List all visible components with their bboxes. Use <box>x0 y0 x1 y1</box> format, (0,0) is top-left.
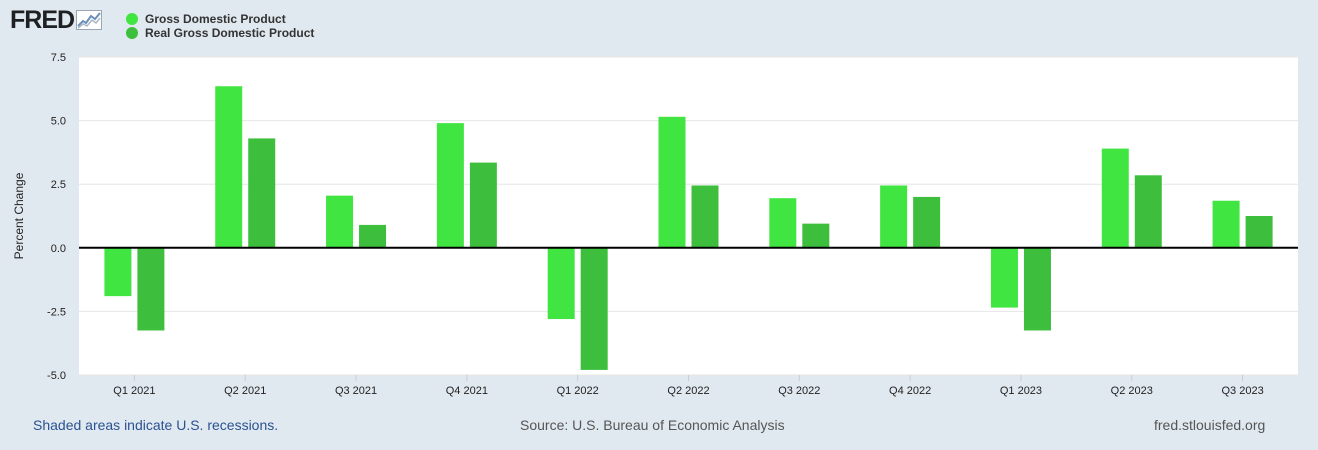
fred-logo-text: FRED <box>10 6 75 34</box>
gdp-bar[interactable] <box>1101 148 1129 248</box>
x-tick-label: Q3 2022 <box>778 385 820 397</box>
x-tick-label: Q1 2021 <box>113 385 155 397</box>
legend-item-real-gdp[interactable]: Real Gross Domestic Product <box>126 26 314 40</box>
x-tick-label: Q2 2021 <box>224 385 266 397</box>
real-gdp-bar[interactable] <box>1134 175 1162 248</box>
real-gdp-bar[interactable] <box>1023 247 1051 331</box>
real-gdp-bar[interactable] <box>580 247 608 370</box>
real-gdp-bar[interactable] <box>691 185 719 248</box>
legend-marker-gdp <box>126 13 138 25</box>
y-axis-ticks: -5.0 -2.5 0.0 2.5 5.0 7.5 <box>47 52 66 382</box>
x-tick-label: Q3 2021 <box>335 385 377 397</box>
real-gdp-bar[interactable] <box>248 138 276 248</box>
real-gdp-bar[interactable] <box>359 224 387 248</box>
y-tick-label: 2.5 <box>51 179 66 191</box>
x-axis-ticks: Q1 2021 Q2 2021 Q3 2021 Q4 2021 Q1 2022 Q2 20… <box>113 375 1264 397</box>
bar-chart: -5.0 -2.5 0.0 2.5 5.0 7.5 Q1 2021 Q2 2021 Q3 20… <box>12 52 1298 397</box>
gdp-bar[interactable] <box>990 247 1018 308</box>
gdp-bar[interactable] <box>880 185 908 248</box>
gdp-bar[interactable] <box>104 247 132 297</box>
x-tick-label: Q2 2022 <box>667 385 709 397</box>
gdp-bar[interactable] <box>215 86 243 248</box>
y-tick-label: 5.0 <box>51 116 66 128</box>
y-axis-title: Percent Change <box>12 172 26 259</box>
bars <box>104 86 1273 370</box>
real-gdp-bar[interactable] <box>802 223 830 248</box>
fred-logo[interactable]: FRED <box>10 6 103 34</box>
y-tick-label: -2.5 <box>47 306 66 318</box>
real-gdp-bar[interactable] <box>469 162 497 248</box>
x-tick-label: Q4 2021 <box>446 385 488 397</box>
y-tick-label: 7.5 <box>51 52 66 64</box>
y-tick-label: 0.0 <box>51 243 66 255</box>
x-tick-label: Q2 2023 <box>1111 385 1153 397</box>
y-tick-label: -5.0 <box>47 370 66 382</box>
gdp-bar[interactable] <box>547 247 575 320</box>
real-gdp-bar[interactable] <box>1245 216 1273 248</box>
chart-header: FRED Gross Domestic Product Real Gross D… <box>0 0 1318 50</box>
legend-item-gdp[interactable]: Gross Domestic Product <box>126 12 314 26</box>
plot-area <box>79 57 1298 375</box>
gdp-bar[interactable] <box>769 198 797 248</box>
site-link[interactable]: fred.stlouisfed.org <box>1154 417 1266 433</box>
x-tick-label: Q1 2022 <box>557 385 599 397</box>
x-tick-label: Q1 2023 <box>1000 385 1042 397</box>
gdp-bar[interactable] <box>326 195 354 248</box>
legend-label-gdp: Gross Domestic Product <box>145 12 286 26</box>
source-note: Source: U.S. Bureau of Economic Analysis <box>520 417 785 433</box>
chart-graph-icon <box>76 10 103 30</box>
real-gdp-bar[interactable] <box>913 196 941 248</box>
real-gdp-bar[interactable] <box>137 247 165 331</box>
gdp-bar[interactable] <box>1212 200 1240 248</box>
chart-legend: Gross Domestic Product Real Gross Domest… <box>126 12 314 40</box>
x-tick-label: Q4 2022 <box>889 385 931 397</box>
legend-marker-real-gdp <box>126 27 138 39</box>
legend-label-real-gdp: Real Gross Domestic Product <box>145 26 315 40</box>
gdp-bar[interactable] <box>658 116 686 248</box>
recession-note: Shaded areas indicate U.S. recessions. <box>33 417 279 433</box>
gdp-bar[interactable] <box>436 123 464 248</box>
x-tick-label: Q3 2023 <box>1221 385 1263 397</box>
